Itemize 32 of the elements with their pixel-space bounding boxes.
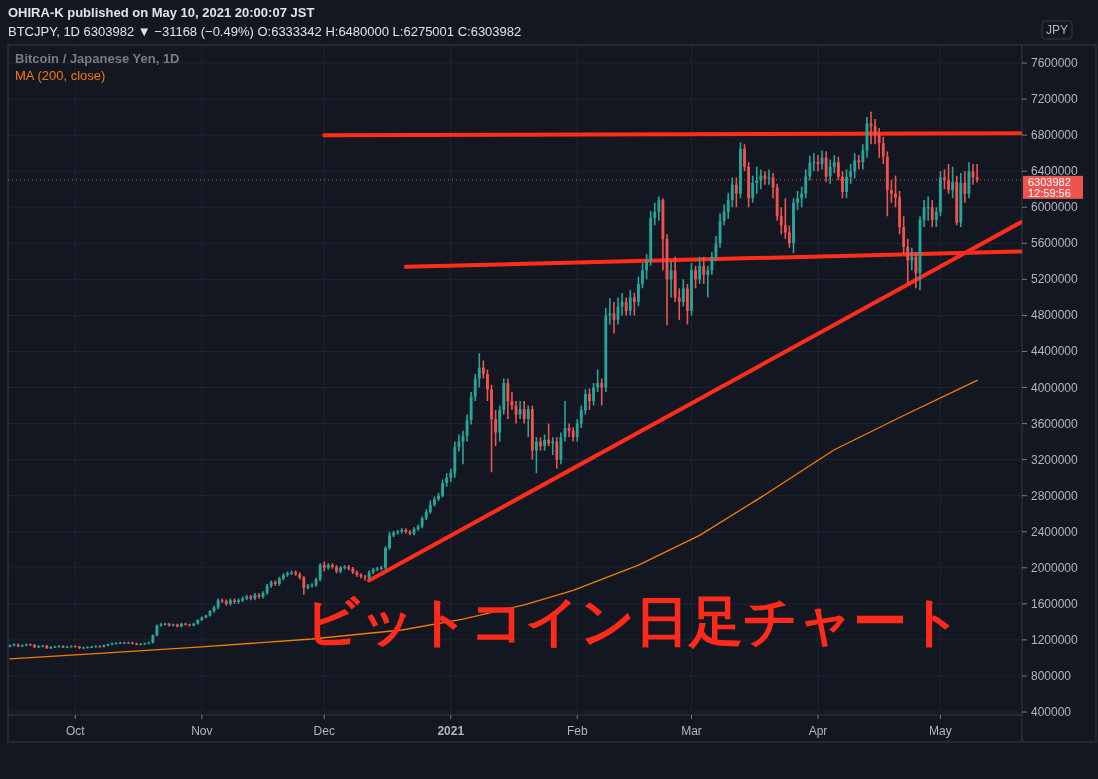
x-tick-label: May — [929, 724, 952, 738]
x-tick-label: Apr — [808, 724, 828, 738]
y-tick-label: 3600000 — [1031, 416, 1079, 431]
y-tick-label: 4800000 — [1031, 308, 1079, 323]
x-tick-label: Oct — [65, 724, 86, 738]
y-tick-label: 1200000 — [1031, 632, 1079, 647]
x-tick-label: Feb — [566, 724, 588, 738]
legend: MA (200, close) — [15, 68, 106, 83]
y-tick-label: 2000000 — [1031, 560, 1079, 575]
y-tick-label: 7200000 — [1031, 92, 1079, 107]
y-tick-label: 2400000 — [1031, 524, 1079, 539]
y-tick-label: 6000000 — [1031, 200, 1079, 215]
x-tick-label: Mar — [681, 724, 702, 738]
y-tick-label: 4400000 — [1031, 344, 1079, 359]
y-tick-label: 7600000 — [1031, 56, 1079, 71]
y-tick-label: 5600000 — [1031, 236, 1079, 251]
y-tick-label: 4000000 — [1031, 380, 1079, 395]
y-tick-label: 6800000 — [1031, 128, 1079, 143]
y-tick-label: 2800000 — [1031, 488, 1079, 503]
annotation: Bitcoin / Japanese Yen, 1D — [15, 51, 180, 66]
y-tick-label: 800000 — [1031, 668, 1072, 683]
chart-subtitle: BTCJPY, 1D 6303982 ▼ −31168 (−0.49%) O:6333342 H:6480000 L:6275001 C:6303982 — [8, 24, 522, 39]
ylabel: JPY — [1041, 20, 1073, 40]
chart-title: OHIRA-K published on May 10, 2021 20:00:07 JST — [8, 5, 315, 20]
y-tick-label: 1600000 — [1031, 596, 1079, 611]
y-tick-label: 400000 — [1031, 705, 1072, 720]
x-tick-label: Dec — [313, 724, 335, 738]
text: 12:59:56 — [1028, 186, 1071, 199]
y-tick-label: 3200000 — [1031, 452, 1079, 467]
x-tick-label: 2021 — [437, 724, 465, 738]
x-tick-label: Nov — [191, 724, 213, 738]
y-tick-label: 5200000 — [1031, 272, 1079, 287]
